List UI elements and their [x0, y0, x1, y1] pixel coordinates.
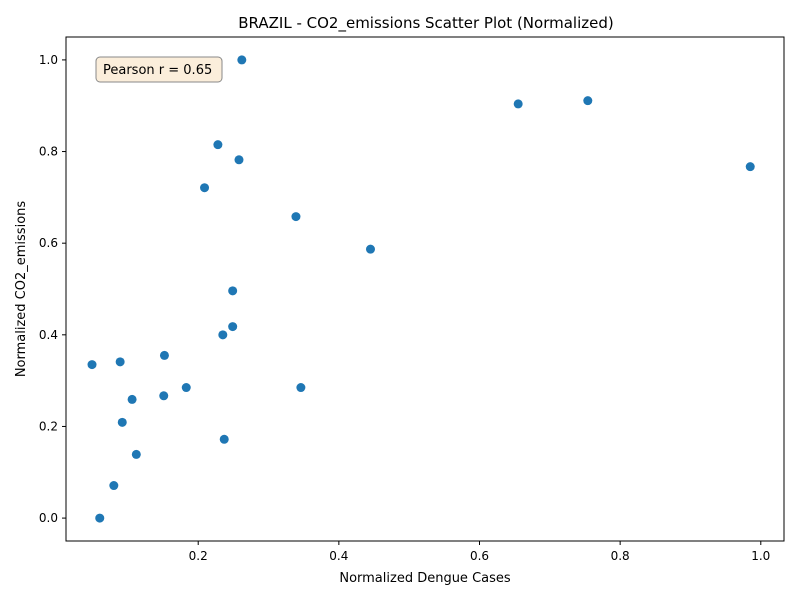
data-point: [127, 394, 137, 404]
data-point: [513, 99, 523, 109]
data-point: [109, 481, 119, 491]
x-tick-label: 0.6: [470, 549, 489, 563]
pearson-annotation-box: [95, 56, 223, 83]
data-point: [200, 183, 210, 193]
y-tick-label: 0.2: [39, 419, 58, 433]
y-tick-label: 0.0: [39, 511, 58, 525]
data-point: [228, 286, 238, 296]
x-tick-label: 0.8: [611, 549, 630, 563]
data-point: [745, 162, 755, 172]
data-point: [228, 322, 238, 332]
x-axis-label: Normalized Dengue Cases: [339, 571, 511, 586]
data-point: [365, 244, 375, 254]
data-point: [296, 383, 306, 393]
y-tick-label: 0.8: [39, 145, 58, 159]
data-point: [291, 212, 301, 222]
data-point: [95, 513, 105, 523]
chart-title: BRAZIL - CO2_emissions Scatter Plot (Nor…: [238, 14, 613, 33]
y-axis-label: Normalized CO2_emissions: [14, 201, 29, 378]
pearson-annotation-text: Pearson r = 0.65: [103, 63, 212, 78]
data-point: [159, 350, 169, 360]
data-point: [131, 449, 141, 459]
data-point: [115, 357, 125, 367]
data-point: [237, 55, 247, 65]
x-axis-ticks: 0.2 0.4 0.6 0.8 1.0: [189, 541, 770, 563]
data-point: [213, 140, 223, 150]
data-point: [87, 360, 97, 370]
data-point: [583, 96, 593, 106]
data-point: [181, 383, 191, 393]
y-tick-label: 0.6: [39, 236, 58, 250]
data-point: [117, 417, 127, 427]
data-point: [234, 155, 244, 165]
data-point: [218, 330, 228, 340]
data-point: [219, 434, 229, 444]
pearson-annotation: Pearson r = 0.65: [95, 56, 223, 83]
x-tick-label: 0.4: [329, 549, 348, 563]
plot-area-frame: [65, 36, 785, 542]
y-tick-label: 0.4: [39, 328, 58, 342]
x-tick-label: 0.2: [189, 549, 208, 563]
y-tick-label: 1.0: [39, 53, 58, 67]
y-axis-ticks: 0.0 0.2 0.4 0.6 0.8 1.0: [39, 53, 66, 525]
data-point: [159, 391, 169, 401]
data-points: [87, 55, 755, 523]
x-tick-label: 1.0: [751, 549, 770, 563]
